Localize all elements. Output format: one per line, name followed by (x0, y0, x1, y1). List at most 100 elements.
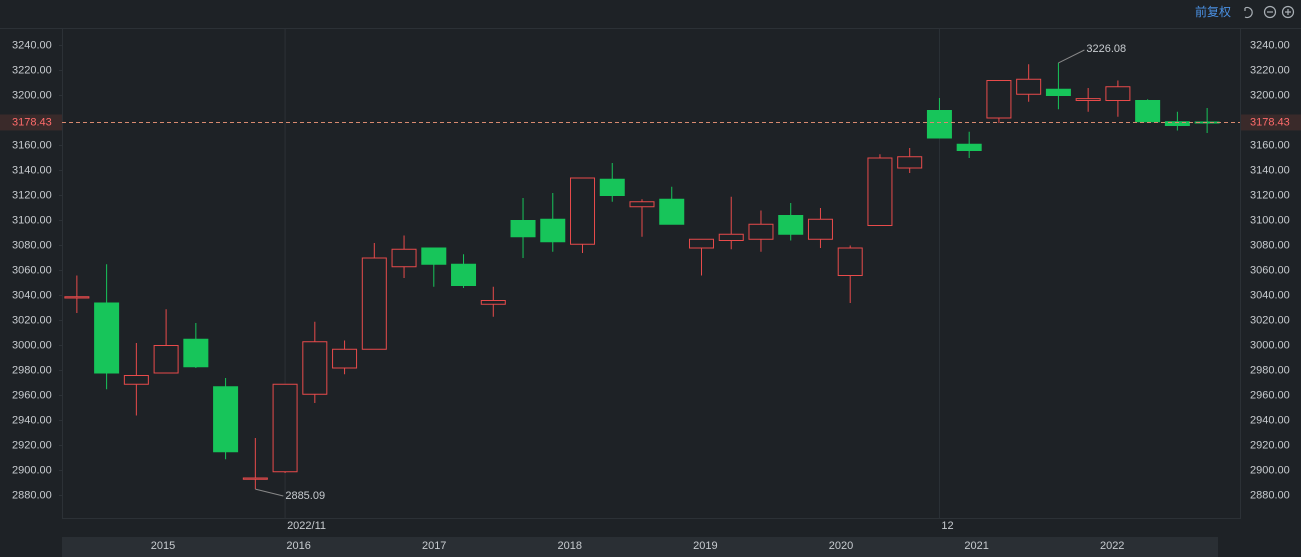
y2-tick-label: 3080.00 (1250, 239, 1290, 251)
candle-body (510, 220, 536, 238)
max-label: 3226.08 (1086, 43, 1126, 55)
y-tick-label: 3060.00 (12, 264, 52, 276)
y2-tick-label: 3200.00 (1250, 89, 1290, 101)
candle-body (807, 218, 833, 240)
plot-border (62, 28, 1241, 519)
last-price-label: 3178.43 (12, 116, 52, 128)
navigator-label: 2020 (829, 540, 853, 552)
candle-body (1016, 78, 1042, 95)
navigator-label: 2018 (558, 540, 582, 552)
y2-tick-label: 3140.00 (1250, 164, 1290, 176)
y-tick-label: 3220.00 (12, 64, 52, 76)
y-tick-label: 3200.00 (12, 89, 52, 101)
y-tick-label: 2960.00 (12, 389, 52, 401)
zoom-in-icon[interactable] (1281, 5, 1295, 19)
candle-body (718, 233, 744, 241)
candle-body (123, 375, 149, 385)
y2-tick-label: 2960.00 (1250, 389, 1290, 401)
y-tick-label: 2900.00 (12, 464, 52, 476)
zoom-out-icon[interactable] (1263, 5, 1277, 19)
candle-body (1164, 121, 1190, 126)
candle-body (1135, 100, 1161, 123)
y-tick-label: 2920.00 (12, 439, 52, 451)
y2-tick-label: 3000.00 (1250, 339, 1290, 351)
candle-body (391, 248, 417, 268)
y2-tick-label: 3100.00 (1250, 214, 1290, 226)
candle-body (421, 247, 447, 265)
candle-body (451, 263, 477, 286)
toolbar-icons (1244, 5, 1295, 19)
candle-body (688, 238, 714, 249)
candle-body (629, 201, 655, 208)
navigator-label: 2015 (151, 540, 175, 552)
y-tick-label: 3120.00 (12, 189, 52, 201)
max-pointer (1058, 49, 1085, 64)
candle-body (1075, 98, 1101, 101)
y-tick-label: 3020.00 (12, 314, 52, 326)
navigator[interactable] (62, 537, 1218, 557)
y2-tick-label: 3160.00 (1250, 139, 1290, 151)
last-price-box (1241, 114, 1301, 131)
min-label: 2885.09 (285, 490, 325, 502)
y2-tick-label: 3220.00 (1250, 64, 1290, 76)
y-tick-label: 3100.00 (12, 214, 52, 226)
last-price-box (0, 114, 62, 131)
candle-body (659, 198, 685, 225)
candle-body (837, 247, 863, 276)
candle-body (332, 348, 358, 369)
candle-body (213, 386, 239, 453)
candle-body (956, 143, 982, 151)
navigator-label: 2019 (693, 540, 717, 552)
candle-body (361, 257, 387, 350)
y2-tick-label: 3240.00 (1250, 39, 1290, 51)
adjust-button[interactable]: 前复权 (1195, 4, 1231, 19)
candle-body (540, 218, 566, 243)
candle-body (599, 178, 625, 196)
y2-tick-label: 3120.00 (1250, 189, 1290, 201)
candle-body (64, 296, 90, 299)
x-tick-label: 2022/11 (287, 520, 326, 532)
navigator-label: 2021 (964, 540, 988, 552)
candle-body (480, 300, 506, 305)
min-pointer (255, 488, 284, 497)
navigator-label: 2016 (286, 540, 310, 552)
zoom-in-plus (1285, 9, 1291, 15)
y-tick-label: 3000.00 (12, 339, 52, 351)
candle-body (570, 177, 596, 245)
candle-body (272, 383, 298, 473)
x-tick-label: 12 (941, 520, 953, 532)
y-tick-label: 2880.00 (12, 489, 52, 501)
y-tick-label: 3240.00 (12, 39, 52, 51)
y2-tick-label: 3060.00 (1250, 264, 1290, 276)
y-tick-label: 3140.00 (12, 164, 52, 176)
y-tick-label: 2940.00 (12, 414, 52, 426)
candle-body (94, 302, 120, 374)
candle-body (302, 341, 328, 395)
y2-tick-label: 2920.00 (1250, 439, 1290, 451)
candle-body (183, 338, 209, 368)
y2-tick-label: 2900.00 (1250, 464, 1290, 476)
candle-body (897, 156, 923, 169)
y2-tick-label: 2880.00 (1250, 489, 1290, 501)
candle-body (1045, 88, 1071, 96)
navigator-label: 2022 (1100, 540, 1124, 552)
y-tick-label: 3040.00 (12, 289, 52, 301)
y-tick-label: 3080.00 (12, 239, 52, 251)
y-tick-label: 2980.00 (12, 364, 52, 376)
navigator-label: 2017 (422, 540, 446, 552)
y2-tick-label: 3020.00 (1250, 314, 1290, 326)
y-tick-label: 3160.00 (12, 139, 52, 151)
candle-body (153, 345, 179, 374)
y2-tick-label: 3040.00 (1250, 289, 1290, 301)
reset-icon[interactable] (1244, 6, 1253, 19)
candle-body (867, 157, 893, 226)
last-price-label: 3178.43 (1250, 116, 1290, 128)
y2-tick-label: 2940.00 (1250, 414, 1290, 426)
candle-body (748, 223, 774, 240)
candle-body (778, 215, 804, 235)
candle-body (986, 80, 1012, 119)
y2-tick-label: 2980.00 (1250, 364, 1290, 376)
candle-body (242, 477, 268, 480)
candle-body (1105, 86, 1131, 101)
